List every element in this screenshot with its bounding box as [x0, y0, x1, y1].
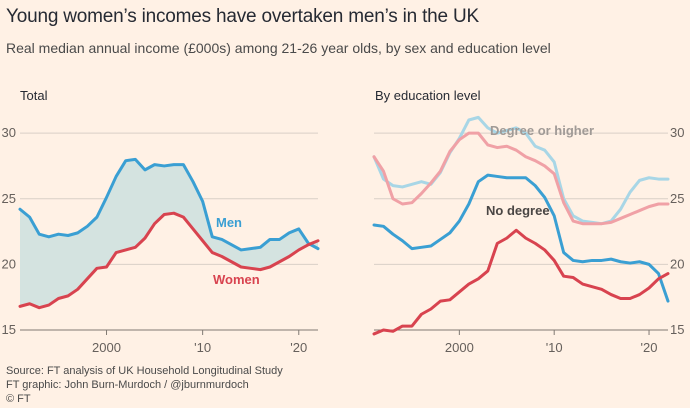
panel-title-education: By education level [375, 88, 481, 103]
gridlines-total [20, 132, 318, 331]
panel-education: By education level 15 20 25 30 2000 '10 '20 D… [372, 88, 684, 355]
x-ticks-education: 2000 '10 '20 [445, 330, 658, 355]
x-tick-label-total-2010: '10 [194, 340, 211, 355]
y-tick-label-education-25: 25 [670, 191, 684, 206]
series-lines-total [18, 157, 320, 310]
x-tick-label-education-2020: '20 [641, 340, 658, 355]
source-note: Source: FT analysis of UK Household Long… [6, 365, 283, 377]
series-lines-education [372, 115, 670, 336]
series-line-total-women [18, 211, 320, 310]
series-line-total-men [18, 157, 320, 252]
y-tick-label-total-30: 30 [2, 125, 16, 140]
x-tick-label-education-2000: 2000 [445, 340, 474, 355]
panel-title-total: Total [20, 88, 48, 103]
y-tick-label-education-30: 30 [670, 125, 684, 140]
x-tick-label-education-2010: '10 [546, 340, 563, 355]
gridlines-education [374, 132, 668, 331]
graphic-credit: FT graphic: John Burn-Murdoch / @jburnmu… [6, 379, 249, 391]
series-line-education-no-degree-men [372, 173, 670, 303]
series-line-education-no-degree-women [372, 228, 670, 336]
chart-title: Young women’s incomes have overtaken men… [6, 6, 479, 27]
series-label-women: Women [213, 272, 260, 287]
x-ticks-total: 2000 '10 '20 [92, 330, 307, 355]
series-line-education-degree-or-higher-men [372, 115, 670, 226]
series-line-education-degree-or-higher-women [372, 131, 670, 226]
y-tick-label-education-20: 20 [670, 256, 684, 271]
chart-subtitle: Real median annual income (£000s) among … [6, 40, 551, 56]
y-ticks-total: 15 20 25 30 [2, 125, 16, 337]
series-label-men: Men [216, 215, 242, 230]
annotation-no-degree: No degree [486, 203, 550, 218]
panel-total: Total 15 20 25 30 2000 '10 '20 Men Women [2, 88, 320, 355]
copyright: © FT [6, 393, 31, 405]
annotation-degree: Degree or higher [490, 123, 594, 138]
x-tick-label-total-2020: '20 [290, 340, 307, 355]
y-tick-label-education-15: 15 [670, 322, 684, 337]
x-tick-label-total-2000: 2000 [92, 340, 121, 355]
y-tick-label-total-25: 25 [2, 191, 16, 206]
y-tick-label-total-20: 20 [2, 256, 16, 271]
y-ticks-education: 15 20 25 30 [670, 125, 684, 337]
y-tick-label-total-15: 15 [2, 322, 16, 337]
